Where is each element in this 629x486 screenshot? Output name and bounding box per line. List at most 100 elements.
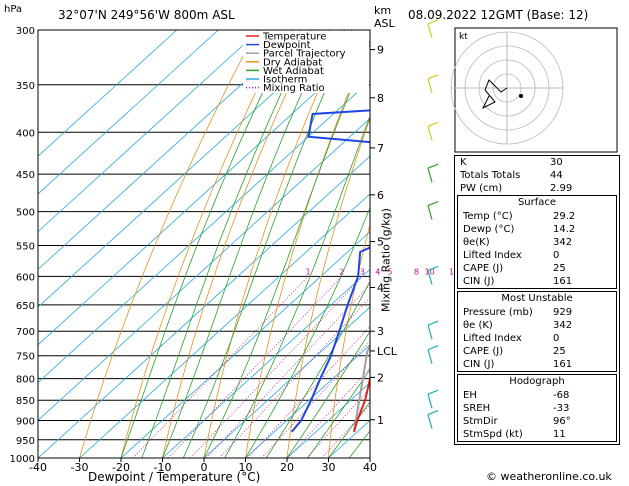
plot-border — [37, 29, 371, 459]
isotherm-line — [38, 30, 178, 157]
pressure-tick-label: 600 — [16, 272, 35, 283]
dry-adiabat-line — [79, 30, 258, 458]
mu-value: 929 — [553, 307, 573, 318]
isotherm-line — [38, 42, 370, 346]
mixing-ratio-label: 5 — [387, 267, 392, 276]
wind-barb-flag — [427, 345, 439, 351]
pressure-tick-label: 650 — [16, 301, 35, 312]
legend-entry: Mixing Ratio — [263, 83, 325, 94]
hpa-unit: hPa — [4, 4, 23, 15]
pressure-tick-label: 350 — [16, 81, 35, 92]
hodo-value: -33 — [553, 403, 570, 414]
mixing-ratio-line — [190, 276, 363, 458]
hodo-value: 96° — [553, 416, 571, 427]
pressure-tick-label: 300 — [16, 26, 35, 37]
isotherm-line — [38, 80, 370, 384]
hodograph-unit-label: kt — [459, 32, 468, 42]
wind-barb-staff — [427, 205, 433, 220]
datetime-title: 08.09.2022 12GMT (Base: 12) — [408, 8, 589, 22]
surface-value: 14.2 — [553, 224, 576, 235]
km-tick-label: 5 — [377, 236, 384, 249]
tt-value: 44 — [550, 170, 563, 181]
mu-value: 0 — [553, 333, 560, 344]
mixing-ratio-axis-label: Mixing Ratio (g/kg) — [379, 208, 393, 312]
wind-barb-staff — [427, 23, 433, 39]
pressure-tick-label: 800 — [16, 375, 35, 386]
indices-panel: K 30 Totals Totals 44 PW (cm) 2.99 Surface … — [454, 155, 620, 445]
pressure-tick-label: 700 — [16, 327, 35, 338]
isotherm-line — [38, 30, 344, 308]
wind-barb-flag — [427, 265, 439, 271]
wind-barb-flag — [427, 74, 439, 80]
isotherm-line — [162, 268, 370, 458]
mixing-ratio-label: 10 — [424, 267, 434, 276]
legend-entry: Dry Adiabat — [263, 57, 322, 68]
wind-barb-staff — [427, 270, 433, 285]
isotherm-line — [38, 30, 261, 233]
wet-adiabat-line — [245, 206, 370, 458]
isotherm-line — [38, 117, 370, 421]
wet-adiabat-line — [286, 330, 370, 458]
km-tick-label: 3 — [377, 325, 384, 338]
hodo-value: -68 — [553, 390, 570, 401]
surface-label: Temp (°C) — [463, 211, 513, 222]
x-tick-label: -40 — [29, 461, 47, 474]
x-tick-label: 40 — [363, 461, 377, 474]
pressure-tick-label: 1000 — [10, 454, 35, 465]
pw-value: 2.99 — [550, 183, 573, 194]
mixing-ratio-line — [168, 276, 342, 458]
mixing-ratio-label: 1 — [306, 267, 311, 276]
axis-labels: 3003504004505005506006507007508008509009… — [10, 26, 398, 474]
legend-box — [243, 31, 369, 93]
dewpoint-line — [290, 109, 370, 433]
wind-barb-flag — [427, 409, 439, 416]
wet-adiabat-line — [162, 30, 331, 458]
isotherm-line — [38, 30, 219, 195]
hodo-label: StmDir — [463, 416, 498, 427]
hodograph-table-title: Hodograph — [509, 376, 565, 387]
isotherm-line — [203, 306, 370, 458]
pressure-tick-label: 900 — [16, 417, 35, 428]
mu-label: θe (K) — [463, 320, 493, 331]
location-title: 32°07'N 249°56'W 800m ASL — [58, 8, 235, 22]
legend-entry: Isotherm — [263, 75, 307, 86]
dry-adiabat-line — [162, 30, 316, 458]
isotherm-line — [120, 231, 370, 458]
hodo-label: EH — [463, 390, 477, 401]
mixing-ratio-line — [219, 297, 370, 458]
surface-label: Lifted Index — [463, 250, 522, 261]
surface-value: 25 — [553, 263, 566, 274]
km-tick-label: 1 — [377, 414, 384, 427]
wind-barb-staff — [427, 325, 433, 340]
wet-adiabat-line — [120, 30, 294, 458]
km-tick-label: 2 — [377, 371, 384, 384]
mixing-ratio-label: 4 — [375, 267, 380, 276]
pressure-tick-label: 750 — [16, 352, 35, 363]
isotherm-line — [245, 344, 370, 458]
mu-label: Lifted Index — [463, 333, 522, 344]
hodograph-trace — [481, 79, 508, 110]
mu-value: 25 — [553, 346, 566, 357]
mu-label: Pressure (mb) — [463, 307, 533, 318]
k-label: K — [460, 157, 467, 168]
isotherm-line — [79, 193, 370, 458]
x-tick-label: 10 — [239, 461, 253, 474]
pressure-tick-label: 400 — [16, 128, 35, 139]
wind-barb-flag — [427, 389, 439, 395]
plot-frame — [37, 29, 371, 459]
mu-value: 342 — [553, 320, 573, 331]
tt-label: Totals Totals — [460, 170, 521, 181]
pressure-tick-label: 950 — [16, 436, 35, 447]
km-tick-label: LCL — [377, 345, 398, 358]
wind-barb-staff — [427, 394, 433, 409]
legend-entry: Parcel Trajectory — [263, 49, 346, 60]
x-tick-label: 30 — [322, 461, 336, 474]
dry-adiabat-line — [203, 30, 346, 458]
wet-adiabat-line — [141, 30, 312, 458]
pressure-tick-label: 500 — [16, 208, 35, 219]
surface-label: Dewp (°C) — [463, 224, 515, 235]
dry-adiabat-line — [328, 223, 370, 458]
mixing-ratio-line — [132, 276, 309, 458]
